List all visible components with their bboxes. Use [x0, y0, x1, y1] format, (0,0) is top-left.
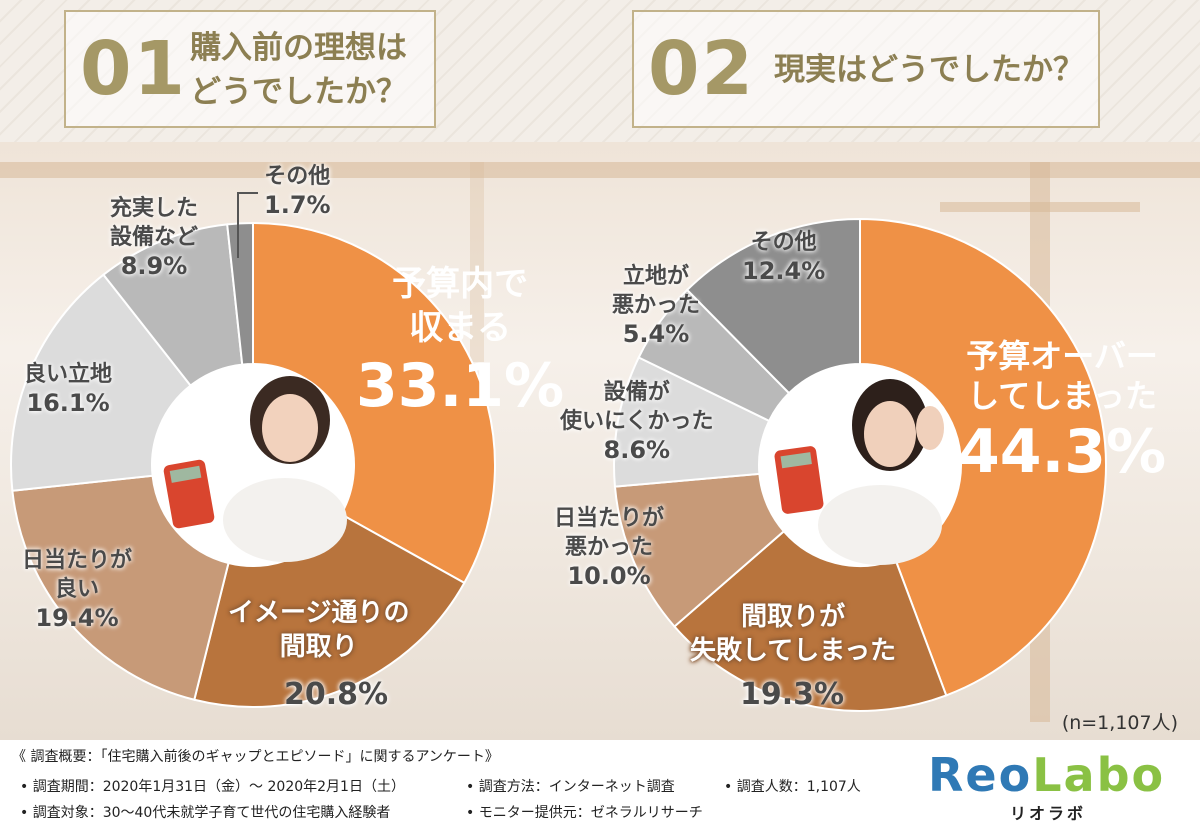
label-bad-sunlight: 日当たりが 悪かった 10.0% [554, 504, 664, 591]
sample-size-note: (n=1,107人) [1061, 712, 1178, 734]
label-good-location-value: 16.1% [26, 389, 110, 417]
label-within-budget-text: 予算内で 収まる [392, 264, 529, 348]
footer-target: • 調査対象：30〜40代未就学子育て世代の住宅購入経験者 [20, 805, 391, 821]
leader-line-other [237, 192, 258, 258]
label-within-budget-value: 33.1% [356, 351, 565, 421]
question-1-text: 購入前の理想は どうでしたか？ [190, 26, 407, 114]
label-other-2-value: 12.4% [742, 257, 826, 285]
label-good-location-text: 良い立地 [24, 362, 113, 387]
label-over-budget-value: 44.3% [958, 417, 1167, 487]
label-good-location: 良い立地 16.1% [24, 360, 112, 418]
label-equipment-value: 8.9% [120, 252, 188, 280]
label-good-sunlight-text: 日当たりが 良い [22, 548, 133, 602]
label-layout-failed-value-wrap: 19.3% [740, 677, 845, 712]
label-bad-sunlight-text: 日当たりが 悪かった [554, 506, 665, 560]
label-layout-failed: 間取りが 失敗してしまった [690, 600, 896, 668]
reolabo-logo: ReoLabo [928, 748, 1165, 802]
label-other-1-value: 1.7% [264, 191, 331, 219]
label-hard-equipment-text: 設備が 使いにくかった [560, 380, 714, 434]
label-layout-as-imagined-value: 20.8% [284, 677, 389, 712]
footer-title: 《 調査概要：「住宅購入前後のギャップとエピソード」に関するアンケート》 [12, 749, 499, 765]
label-layout-as-imagined-value-wrap: 20.8% [284, 677, 389, 712]
question-2-box: 02 現実はどうでしたか？ [632, 10, 1100, 128]
question-1-line1: 購入前の理想は [190, 30, 407, 66]
label-layout-failed-text: 間取りが 失敗してしまった [690, 602, 897, 666]
survey-footer: 《 調査概要：「住宅購入前後のギャップとエピソード」に関するアンケート》 • 調… [0, 740, 1200, 831]
label-good-sunlight: 日当たりが 良い 19.4% [22, 546, 132, 633]
logo-text: ReoLabo [928, 748, 1166, 802]
label-bad-sunlight-value: 10.0% [567, 562, 651, 590]
footer-method: • 調査方法：インターネット調査 [466, 779, 675, 795]
label-layout-as-imagined: イメージ通りの 間取り [228, 596, 409, 664]
label-other-2-text: その他 [750, 230, 817, 255]
label-hard-equipment-value: 8.6% [603, 436, 671, 464]
label-within-budget: 予算内で 収まる 33.1% [356, 262, 564, 422]
question-1-box: 01 購入前の理想は どうでしたか？ [64, 10, 436, 128]
label-bad-location-value: 5.4% [622, 320, 690, 348]
question-2-text: 現実はどうでしたか？ [774, 48, 1084, 92]
woman-worried-avatar [759, 364, 961, 566]
question-1-number: 01 [80, 26, 187, 112]
label-bad-location: 立地が 悪かった 5.4% [612, 262, 700, 349]
question-1-line2: どうでしたか？ [190, 74, 407, 110]
pie-chart-ideal [10, 221, 496, 708]
label-good-sunlight-value: 19.4% [35, 604, 119, 632]
footer-count: • 調査人数：1,107人 [724, 779, 861, 795]
label-bad-location-text: 立地が 悪かった [612, 264, 701, 318]
reolabo-logo-subtitle: リオラボ [1010, 804, 1087, 823]
woman-smiling-avatar [152, 364, 354, 566]
label-other-1-text: その他 [264, 164, 331, 189]
footer-period: • 調査期間：2020年1月31日（金）〜 2020年2月1日（土） [20, 779, 405, 795]
pie-chart-reality [613, 217, 1107, 712]
question-2-line1: 現実はどうでしたか？ [774, 52, 1084, 88]
label-hard-equipment: 設備が 使いにくかった 8.6% [560, 378, 714, 465]
label-layout-as-imagined-text: イメージ通りの 間取り [228, 598, 410, 662]
label-other-2: その他 12.4% [742, 228, 825, 286]
label-layout-failed-value: 19.3% [740, 677, 845, 712]
label-over-budget-text: 予算オーバー してしまった [966, 337, 1158, 415]
label-over-budget: 予算オーバー してしまった 44.3% [958, 336, 1166, 488]
question-2-number: 02 [648, 26, 755, 112]
label-equipment-text: 充実した 設備など [110, 196, 199, 250]
footer-provider: • モニター提供元：ゼネラルリサーチ [466, 805, 703, 821]
label-other-1: その他 1.7% [264, 162, 331, 220]
label-equipment: 充実した 設備など 8.9% [110, 194, 198, 281]
